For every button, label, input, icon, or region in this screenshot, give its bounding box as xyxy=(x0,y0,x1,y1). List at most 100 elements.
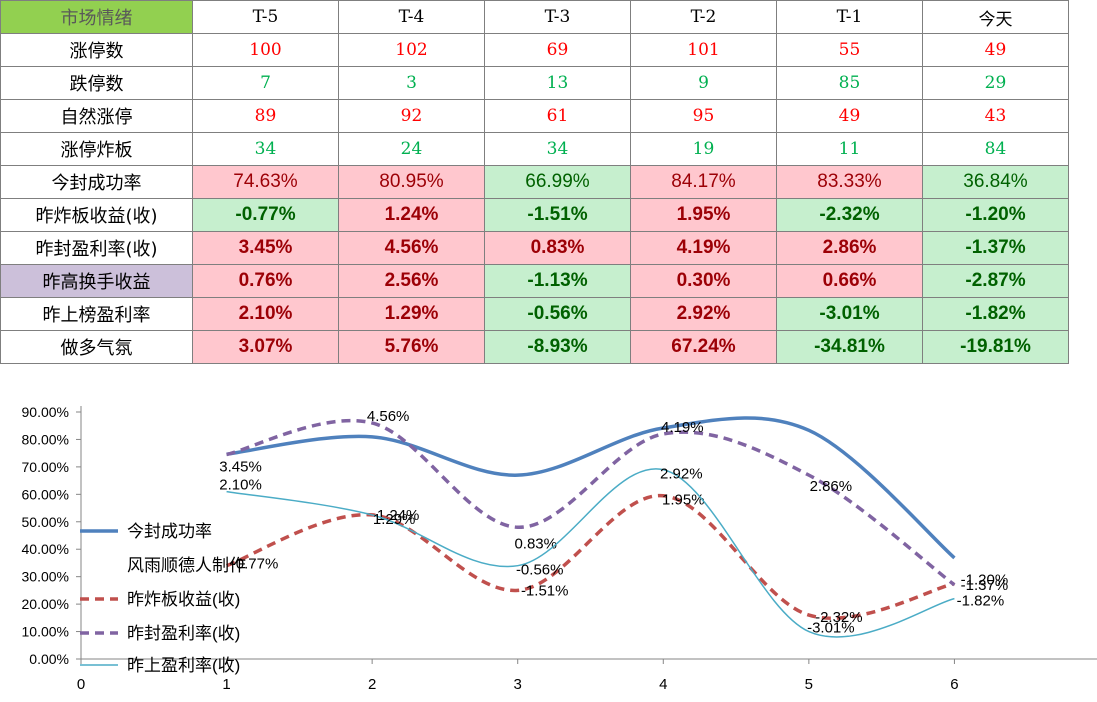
data-label: -0.77% xyxy=(231,556,279,573)
table-cell: 84 xyxy=(922,132,1069,166)
table-cell: 13 xyxy=(484,66,631,100)
data-label: 2.10% xyxy=(219,477,262,494)
series-line xyxy=(226,418,956,587)
table-cell: 0.66% xyxy=(776,264,923,298)
row-label: 昨封盈利率(收) xyxy=(0,231,193,265)
table-cell: 2.92% xyxy=(630,297,777,331)
table-cell: 19 xyxy=(630,132,777,166)
table-cell: 66.99% xyxy=(484,165,631,199)
data-label: -1.20% xyxy=(961,572,1009,589)
x-tick-label: 1 xyxy=(222,676,230,693)
header-cell-day: 今天 xyxy=(922,0,1069,34)
table-cell: 43 xyxy=(922,99,1069,133)
y-tick-label: 80.00% xyxy=(22,431,69,447)
table-cell: 100 xyxy=(192,33,339,67)
table-cell: 0.30% xyxy=(630,264,777,298)
table-cell: 84.17% xyxy=(630,165,777,199)
data-label: 2.86% xyxy=(810,478,853,495)
table-cell: 7 xyxy=(192,66,339,100)
data-label: -1.82% xyxy=(957,593,1005,610)
table-cell: -34.81% xyxy=(776,330,923,364)
y-tick-label: 30.00% xyxy=(22,569,69,585)
row-label: 昨炸板收益(收) xyxy=(0,198,193,232)
data-label: -2.32% xyxy=(815,609,863,626)
table-cell: -1.82% xyxy=(922,297,1069,331)
table-cell: -3.01% xyxy=(776,297,923,331)
x-tick-label: 6 xyxy=(950,676,958,693)
table-row: 做多气氛 3.07% 5.76% -8.93% 67.24% -34.81% -19.81% xyxy=(0,330,1069,364)
y-tick-label: 90.00% xyxy=(22,404,69,420)
table-row: 涨停炸板 34 24 34 19 11 84 xyxy=(0,132,1069,166)
table-cell: 55 xyxy=(776,33,923,67)
table-cell: 2.56% xyxy=(338,264,485,298)
market-sentiment-table: 市场情绪 T-5 T-4 T-3 T-2 T-1 今天 涨停数 100 102 69 101 55 49 跌… xyxy=(0,0,1069,364)
row-label: 昨高换手收益 xyxy=(0,264,193,298)
x-tick-label: 3 xyxy=(514,676,522,693)
table-cell: 102 xyxy=(338,33,485,67)
table-cell: 1.24% xyxy=(338,198,485,232)
table-cell: 67.24% xyxy=(630,330,777,364)
header-cell-title: 市场情绪 xyxy=(0,0,193,34)
row-label: 做多气氛 xyxy=(0,330,193,364)
table-cell: 2.86% xyxy=(776,231,923,265)
row-label: 跌停数 xyxy=(0,66,193,100)
table-cell: 2.10% xyxy=(192,297,339,331)
y-tick-label: 60.00% xyxy=(22,486,69,502)
y-tick-label: 10.00% xyxy=(22,624,69,640)
table-cell: 0.83% xyxy=(484,231,631,265)
data-label: -1.51% xyxy=(521,582,569,599)
table-cell: -0.77% xyxy=(192,198,339,232)
table-cell: 69 xyxy=(484,33,631,67)
x-tick-label: 4 xyxy=(659,676,667,693)
header-cell-day: T-1 xyxy=(776,0,923,34)
header-cell-day: T-2 xyxy=(630,0,777,34)
table-cell: 92 xyxy=(338,99,485,133)
x-tick-label: 5 xyxy=(805,676,813,693)
legend-label: 昨封盈利率(收) xyxy=(127,624,240,643)
data-label: 4.56% xyxy=(367,408,410,425)
table-cell: 34 xyxy=(192,132,339,166)
table-cell: 24 xyxy=(338,132,485,166)
table-row: 自然涨停 89 92 61 95 49 43 xyxy=(0,99,1069,133)
table-cell: -1.37% xyxy=(922,231,1069,265)
table-header-row: 市场情绪 T-5 T-4 T-3 T-2 T-1 今天 xyxy=(0,0,1069,34)
table-row: 涨停数 100 102 69 101 55 49 xyxy=(0,33,1069,67)
table-cell: 49 xyxy=(922,33,1069,67)
table-cell: 11 xyxy=(776,132,923,166)
legend-label: 昨炸板收益(收) xyxy=(127,590,240,609)
y-tick-label: 40.00% xyxy=(22,541,69,557)
table-cell: 3.07% xyxy=(192,330,339,364)
sentiment-line-chart: 0.00% 10.00% 20.00% 30.00% 40.00% 50.00% 60.00… xyxy=(22,404,1097,693)
data-label: 3.45% xyxy=(219,459,262,476)
data-label: 4.19% xyxy=(661,419,704,436)
table-cell: -1.13% xyxy=(484,264,631,298)
table-cell: 3 xyxy=(338,66,485,100)
data-label: 2.92% xyxy=(660,466,703,483)
legend-label: 今封成功率 xyxy=(127,522,212,541)
x-tick-label: 0 xyxy=(77,676,85,693)
table-row: 跌停数 7 3 13 9 85 29 xyxy=(0,66,1069,100)
header-cell-day: T-4 xyxy=(338,0,485,34)
y-tick-label: 50.00% xyxy=(22,514,69,530)
series-line xyxy=(226,468,955,638)
table-cell: 101 xyxy=(630,33,777,67)
table-row: 今封成功率 74.63% 80.95% 66.99% 84.17% 83.33% 36.84… xyxy=(0,165,1069,199)
data-label: 1.29% xyxy=(373,511,416,528)
table-cell: 4.19% xyxy=(630,231,777,265)
row-label: 今封成功率 xyxy=(0,165,193,199)
series-line xyxy=(226,416,956,560)
table-row: 昨炸板收益(收) -0.77% 1.24% -1.51% 1.95% -2.32% -1.2… xyxy=(0,198,1069,232)
table-cell: -1.20% xyxy=(922,198,1069,232)
table-cell: -8.93% xyxy=(484,330,631,364)
table-row: 昨封盈利率(收) 3.45% 4.56% 0.83% 4.19% 2.86% -1.37% xyxy=(0,231,1069,265)
table-cell: 3.45% xyxy=(192,231,339,265)
series-line xyxy=(225,493,955,620)
y-tick-label: 0.00% xyxy=(29,651,69,667)
table-cell: 80.95% xyxy=(338,165,485,199)
header-cell-day: T-5 xyxy=(192,0,339,34)
table-cell: 0.76% xyxy=(192,264,339,298)
table-cell: 36.84% xyxy=(922,165,1069,199)
table-cell: 34 xyxy=(484,132,631,166)
y-tick-label: 70.00% xyxy=(22,459,69,475)
data-label: 0.83% xyxy=(514,535,557,552)
